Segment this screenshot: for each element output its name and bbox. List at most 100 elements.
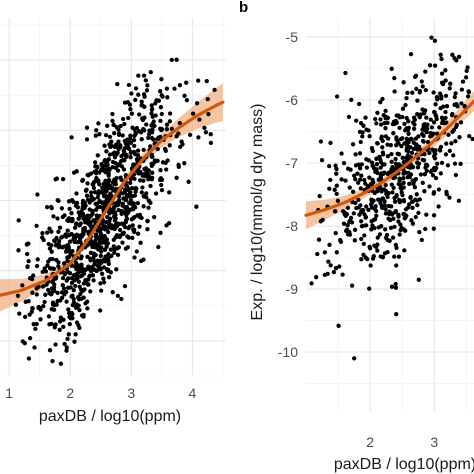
data-point [66,233,72,238]
data-point [467,133,472,139]
data-point [68,285,73,290]
data-point [433,148,438,153]
data-point [378,175,383,180]
data-point [120,231,125,236]
data-point [352,356,357,361]
data-point [92,169,97,175]
data-point [383,207,388,212]
data-point [122,121,127,127]
data-point [408,155,413,160]
data-point [204,78,209,84]
data-point [105,162,110,168]
data-point [158,89,163,94]
data-point [429,133,435,138]
data-point [31,273,36,278]
data-point [155,136,160,142]
data-point [58,361,64,366]
data-point [17,311,22,316]
data-point [107,142,112,147]
data-point [92,190,98,195]
data-point [131,162,136,167]
data-point [443,68,448,73]
data-point [422,172,428,177]
data-point [177,83,183,88]
data-point [437,125,442,130]
data-point [368,263,373,268]
data-point [352,227,358,232]
data-point [128,190,133,195]
data-point [343,228,349,234]
data-point [379,171,384,176]
data-point [85,254,90,259]
data-point [121,196,126,201]
data-point [383,211,389,216]
data-point [407,181,412,186]
data-point [383,126,388,131]
data-point [355,180,361,185]
data-point [57,319,63,324]
data-point [72,225,78,230]
data-point [62,213,67,218]
data-point [410,199,415,204]
data-point [438,105,443,111]
data-point [53,322,58,327]
data-point [130,235,135,241]
data-point [76,303,81,308]
data-point [415,112,420,117]
data-point [115,144,120,150]
data-point [316,237,322,242]
data-point [335,198,341,203]
data-point [149,111,154,116]
data-point [361,123,366,128]
data-point [49,321,54,327]
data-point [96,179,101,185]
data-point [52,238,57,244]
data-point [443,93,449,99]
data-point [422,189,427,194]
data-point [399,226,404,231]
data-point [186,179,191,184]
data-point [400,136,405,141]
data-point [54,257,59,263]
data-point [414,198,420,203]
data-point [132,193,138,198]
data-point [385,237,390,243]
data-point [164,167,169,172]
data-point [358,203,363,208]
data-point [93,133,98,138]
data-point [174,57,179,62]
data-point [164,86,170,91]
data-point [338,239,344,245]
data-point [349,220,355,225]
data-point [438,171,443,176]
data-point [427,150,432,156]
data-point [401,176,406,181]
data-point [116,222,121,227]
data-point [46,314,52,319]
data-point [86,277,91,282]
data-point [389,284,395,289]
data-point [60,283,65,288]
data-point [447,148,452,154]
data-point [362,212,367,217]
data-point [405,138,410,143]
data-point [158,105,164,110]
data-point [379,134,384,139]
data-point [356,101,362,107]
data-point [167,119,173,124]
data-point [128,201,133,206]
data-point [85,181,90,186]
data-point [88,268,94,274]
data-point [74,200,80,206]
data-point [69,250,74,255]
data-point [345,205,351,211]
data-point [395,151,400,156]
data-point [71,288,76,293]
data-point [40,231,45,236]
data-point [439,71,445,76]
data-point [417,115,422,120]
data-point [107,185,113,191]
data-point [74,275,80,280]
data-point [364,165,370,170]
